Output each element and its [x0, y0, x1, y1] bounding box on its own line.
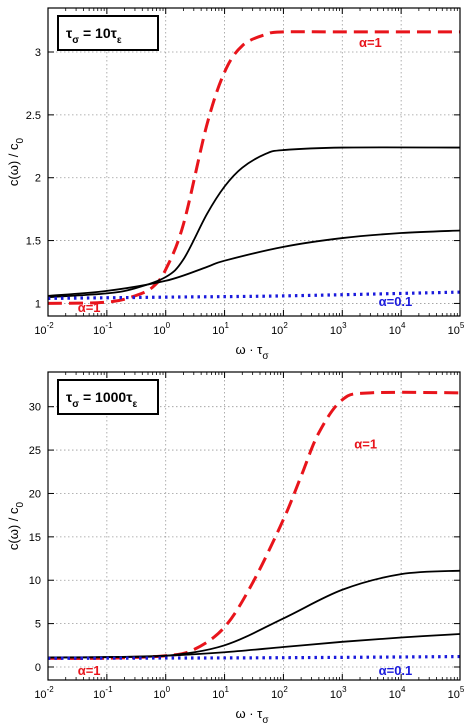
series-line-black-3: [48, 229, 460, 297]
x-axis-label: ω · τσ: [235, 706, 269, 726]
x-tick-label: 102: [271, 321, 288, 337]
series-line-blue-dotted-4: [48, 290, 460, 300]
y-tick-label: 10: [29, 575, 41, 587]
x-tick-label: 101: [212, 321, 229, 337]
annotation-label: α=1: [359, 35, 382, 50]
x-tick-label: 104: [389, 321, 406, 337]
axes-frame: [47, 371, 461, 681]
y-tick-label: 0: [35, 662, 41, 674]
x-tick-label: 104: [389, 685, 406, 701]
y-tick-label: 1: [35, 298, 41, 310]
annotation-label: α=1: [354, 436, 377, 451]
y-tick-label: 15: [29, 532, 41, 544]
plot-area: [48, 8, 460, 316]
plot-area: [48, 372, 460, 680]
y-tick-label: 2: [35, 173, 41, 185]
tau-ratio-label: τσ = 10τε: [66, 25, 122, 46]
y-tick-label: 3: [35, 47, 41, 59]
chart-panel-1: 10-2 10-1 100 101 102 103 104 105 1 1.5 2 2.5 3 α=1 α=…: [6, 7, 465, 362]
y-tick-label: 25: [29, 445, 41, 457]
x-tick-label: 100: [153, 685, 170, 701]
series-line-blue-dotted-4: [48, 654, 460, 660]
x-tick-label: 105: [448, 685, 465, 701]
tau-ratio-box: [57, 379, 159, 415]
series-group: [48, 30, 460, 305]
x-axis-label: ω · τσ: [235, 342, 269, 362]
y-axis-label: c(ω) / c0: [6, 501, 26, 550]
y-axis-label: c(ω) / c0: [6, 137, 26, 186]
series-group: [48, 390, 460, 660]
annotation-label: α=0.1: [379, 294, 413, 309]
annotation-label: α=1: [78, 300, 101, 315]
y-tick-label: 5: [35, 619, 41, 631]
x-tick-label: 105: [448, 321, 465, 337]
x-tick-label: 101: [212, 685, 229, 701]
y-tick-label: 20: [29, 488, 41, 500]
series-line-black-2: [48, 146, 460, 299]
tau-ratio-box: [57, 15, 159, 51]
y-tick-label: 30: [29, 402, 41, 414]
tau-ratio-label: τσ = 1000τε: [66, 389, 137, 410]
y-tick-label: 2.5: [26, 110, 41, 122]
y-tick-label: 1.5: [26, 236, 41, 248]
x-tick-label: 10-1: [93, 321, 113, 337]
chart-panel-2: 10-2 10-1 100 101 102 103 104 105 0 5 10 15 20 25 30 α=…: [6, 371, 465, 726]
annotation-label: α=0.1: [379, 663, 413, 678]
x-tick-label: 100: [153, 321, 170, 337]
x-tick-label: 10-2: [34, 321, 54, 337]
x-tick-label: 103: [330, 321, 347, 337]
x-tick-label: 10-1: [93, 685, 113, 701]
annotation-label: α=1: [78, 663, 101, 678]
axes-frame: [47, 7, 461, 317]
x-tick-label: 102: [271, 685, 288, 701]
x-tick-label: 103: [330, 685, 347, 701]
x-tick-label: 10-2: [34, 685, 54, 701]
series-line-black-3: [48, 633, 460, 659]
